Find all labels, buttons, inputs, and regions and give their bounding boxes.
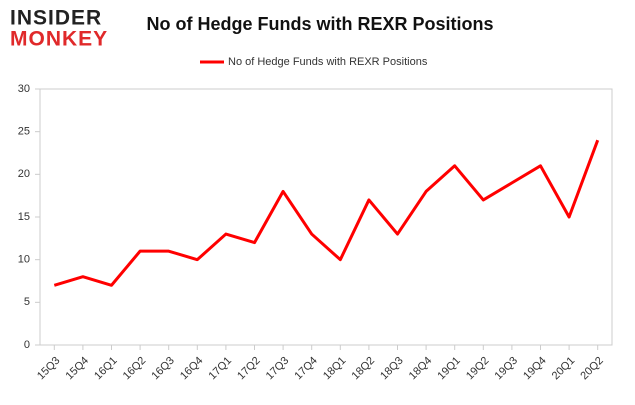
legend-label: No of Hedge Funds with REXR Positions — [228, 56, 428, 68]
line-series — [53, 139, 600, 287]
logo-top: INSIDER — [10, 7, 102, 30]
y-tick-label: 25 — [18, 126, 30, 138]
y-tick-label: 15 — [18, 211, 30, 223]
y-tick-label: 0 — [24, 339, 30, 351]
y-tick-label: 10 — [18, 254, 30, 266]
chart-title: No of Hedge Funds with REXR Positions — [146, 14, 493, 34]
y-tick-label: 20 — [18, 168, 30, 180]
y-tick-label: 30 — [18, 83, 30, 95]
logo-bottom: MONKEY — [10, 28, 108, 51]
y-tick-label: 5 — [24, 296, 30, 308]
